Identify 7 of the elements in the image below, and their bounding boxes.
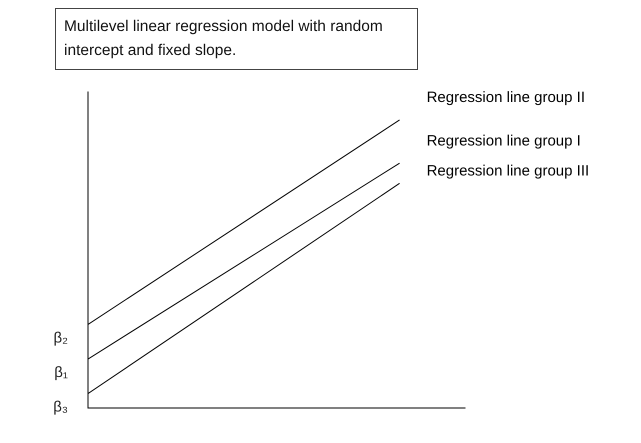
chart-title: Multilevel linear regression model with random intercept and fixed slope. <box>55 8 418 70</box>
text: β₁ <box>54 364 68 382</box>
series-label: Regression line group III <box>426 162 590 180</box>
text: β₂ <box>54 330 68 347</box>
text: Regression line group II <box>426 89 586 106</box>
text: Regression line group I <box>426 132 581 150</box>
text: β₃ <box>53 398 68 416</box>
